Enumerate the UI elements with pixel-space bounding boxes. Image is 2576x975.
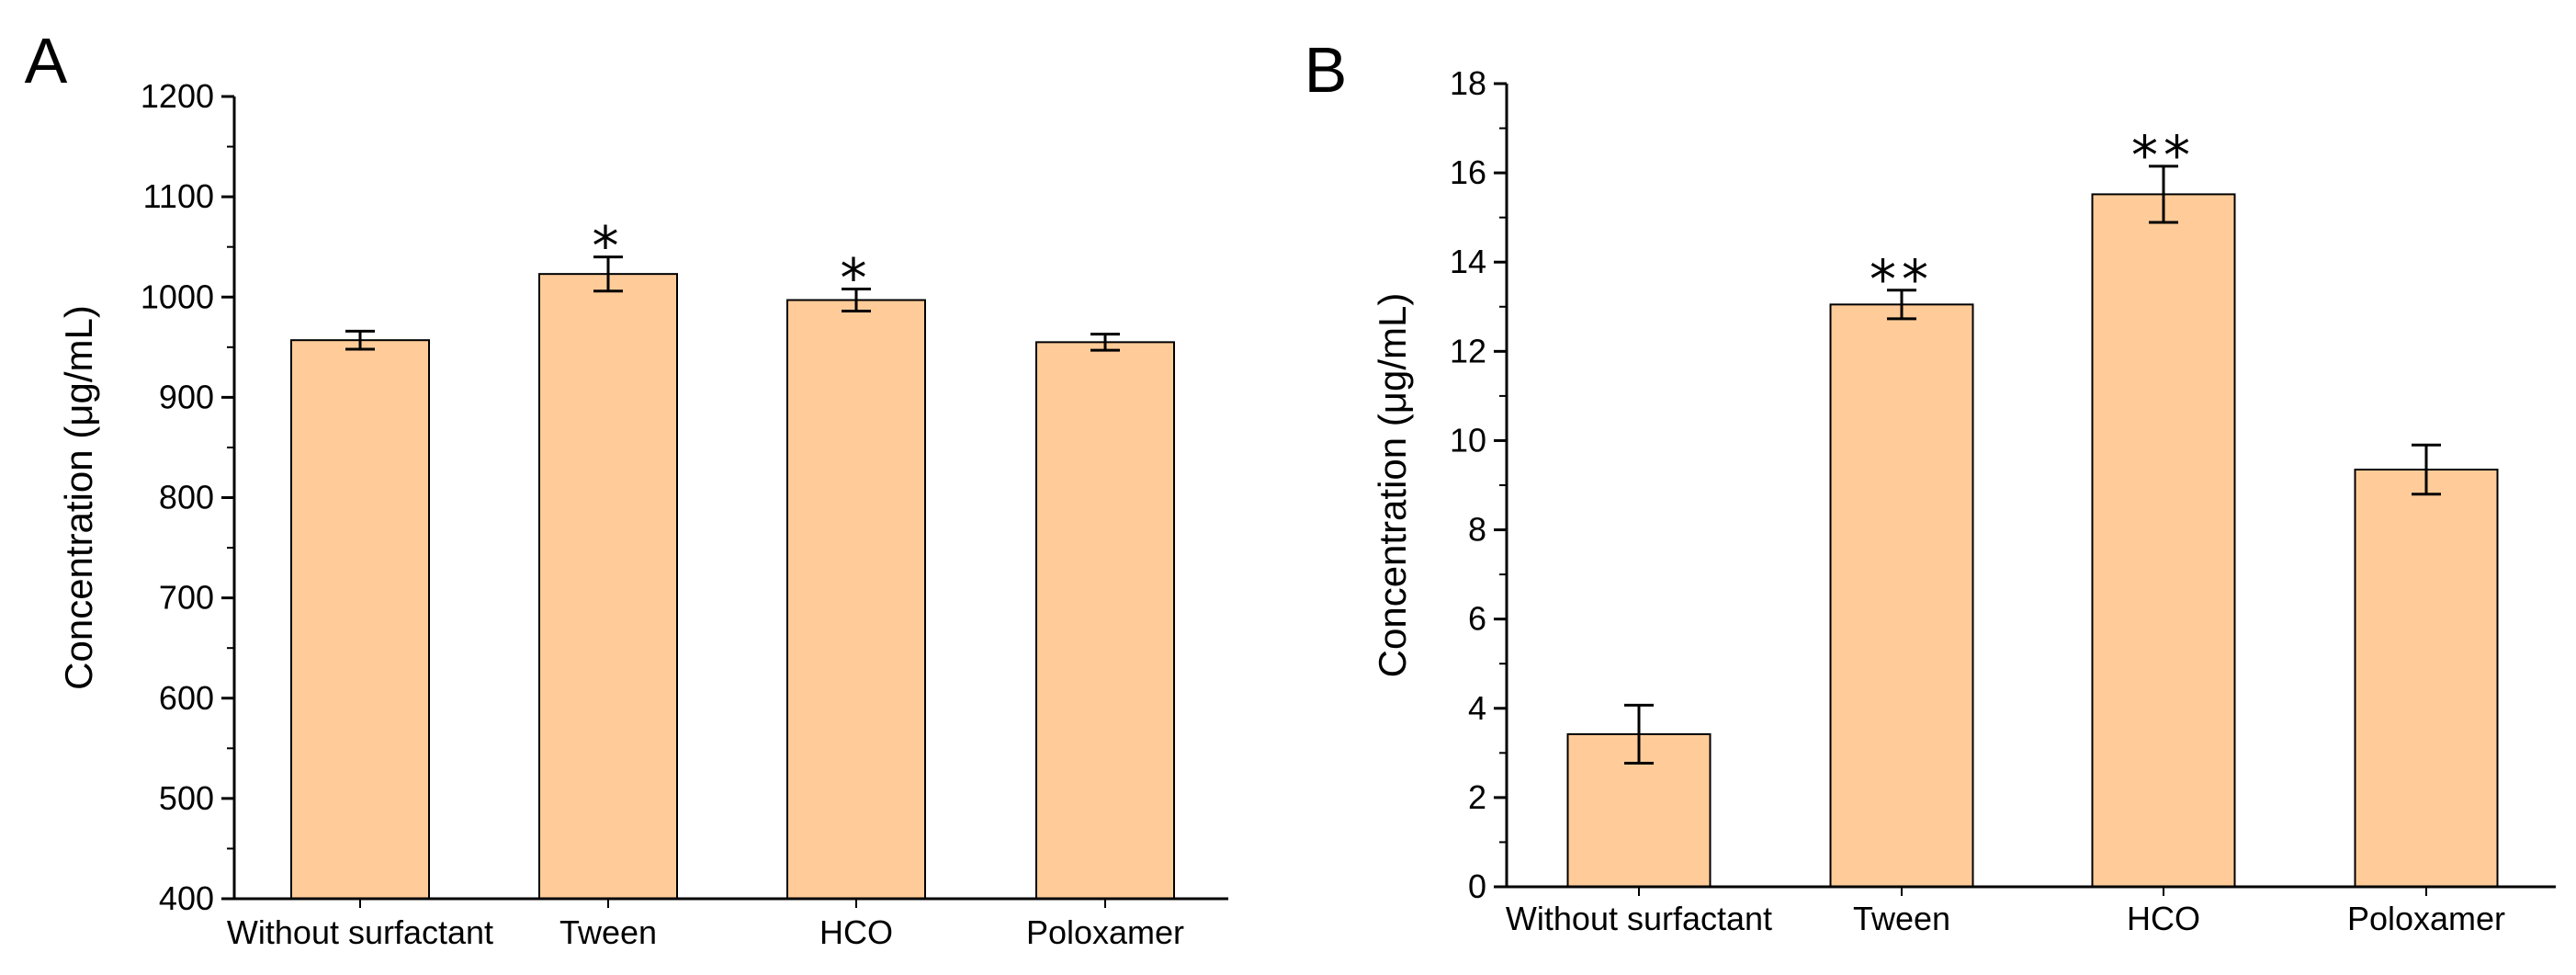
bar-without-surfactant bbox=[290, 339, 430, 900]
bar-poloxamer bbox=[1035, 341, 1175, 900]
y-tick-label: 16 bbox=[1450, 153, 1486, 191]
panel-label: B bbox=[1305, 34, 1348, 106]
y-tick-label: 400 bbox=[159, 879, 214, 917]
y-tick-label: 14 bbox=[1450, 243, 1486, 280]
y-tick-label: 800 bbox=[159, 479, 214, 516]
panel-label: A bbox=[25, 25, 68, 96]
chart-panel-a: A Without surfactant * Tween * HCO Poloxamer 40… bbox=[25, 25, 1228, 951]
x-tick-label: Tween bbox=[1853, 900, 1950, 937]
y-tick-label: 900 bbox=[159, 378, 214, 415]
y-tick-label: 2 bbox=[1468, 778, 1486, 816]
x-tick-label: Without surfactant bbox=[1506, 900, 1772, 937]
y-tick-label: 8 bbox=[1468, 511, 1486, 549]
significance-marker: ** bbox=[1870, 248, 1934, 311]
bar-tween bbox=[538, 273, 678, 900]
bar-tween bbox=[1829, 303, 1974, 889]
bar-hco bbox=[786, 299, 926, 900]
y-tick-label: 700 bbox=[159, 579, 214, 617]
x-tick-label: Poloxamer bbox=[1026, 913, 1184, 951]
y-tick-label: 1000 bbox=[141, 278, 214, 315]
y-axis-title: Concentration (μg/mL) bbox=[57, 305, 100, 690]
y-tick-label: 6 bbox=[1468, 600, 1486, 638]
y-tick-label: 1200 bbox=[141, 77, 214, 115]
y-tick-label: 12 bbox=[1450, 332, 1486, 369]
y-tick-label: 4 bbox=[1468, 689, 1486, 727]
x-tick-label: Tween bbox=[559, 913, 657, 951]
chart-panel-b: B Without surfactant ** Tween ** HCO Poloxamer… bbox=[1305, 34, 2556, 937]
y-axis-title: Concentration (μg/mL) bbox=[1371, 293, 1414, 678]
bar-poloxamer bbox=[2354, 469, 2499, 888]
significance-marker: ** bbox=[2131, 124, 2196, 187]
bar-hco bbox=[2091, 193, 2236, 888]
significance-marker: * bbox=[841, 247, 873, 310]
x-tick-label: HCO bbox=[2127, 900, 2200, 937]
y-tick-label: 0 bbox=[1468, 867, 1486, 905]
x-tick-label: Without surfactant bbox=[227, 913, 493, 951]
y-tick-label: 1100 bbox=[143, 177, 214, 215]
y-tick-label: 10 bbox=[1450, 421, 1486, 459]
significance-marker: * bbox=[593, 215, 625, 278]
y-tick-label: 500 bbox=[159, 779, 214, 817]
x-tick-label: HCO bbox=[819, 913, 893, 951]
x-tick-label: Poloxamer bbox=[2347, 900, 2505, 937]
y-tick-label: 18 bbox=[1450, 64, 1486, 102]
y-tick-label: 600 bbox=[159, 679, 214, 717]
